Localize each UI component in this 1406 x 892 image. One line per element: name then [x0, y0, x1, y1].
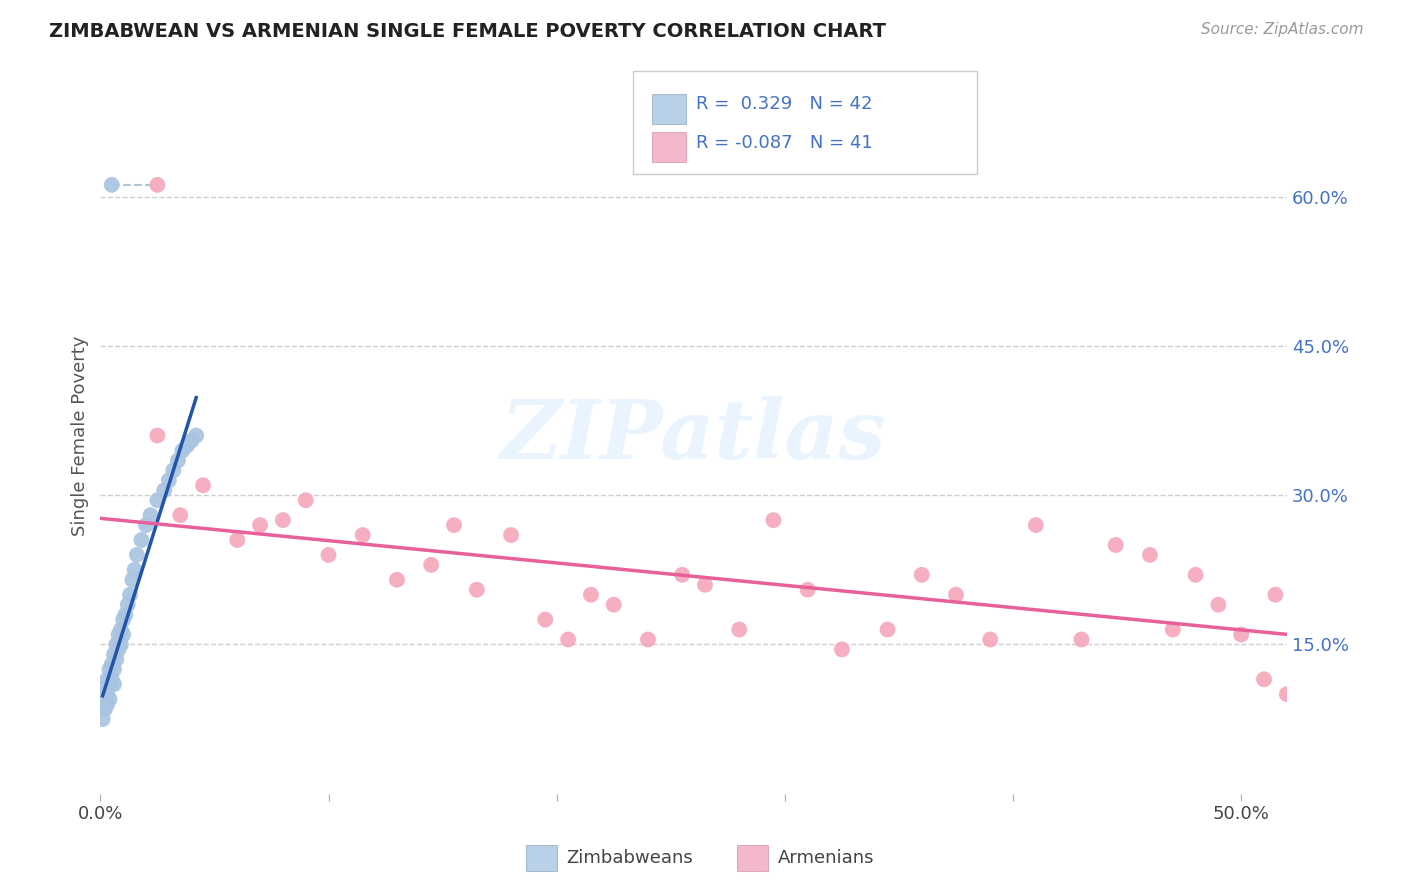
Point	[169, 508, 191, 523]
Text: Zimbabweans: Zimbabweans	[567, 849, 693, 867]
Text: R =  0.329   N = 42: R = 0.329 N = 42	[696, 95, 873, 113]
Point	[249, 518, 271, 533]
Point	[534, 613, 557, 627]
Point	[98, 662, 121, 676]
Point	[831, 642, 853, 657]
Point	[153, 483, 176, 498]
Point	[110, 637, 132, 651]
Point	[107, 627, 129, 641]
Point	[124, 563, 146, 577]
Point	[112, 613, 135, 627]
Point	[443, 518, 465, 533]
Point	[135, 518, 157, 533]
Point	[1275, 687, 1298, 701]
Point	[96, 697, 118, 711]
Point	[579, 588, 602, 602]
Point	[728, 623, 751, 637]
Point	[1070, 632, 1092, 647]
Point	[172, 443, 194, 458]
Point	[105, 652, 128, 666]
Point	[271, 513, 294, 527]
Point	[465, 582, 488, 597]
Point	[146, 178, 169, 192]
Point	[117, 598, 139, 612]
Point	[499, 528, 522, 542]
Point	[167, 453, 190, 467]
Point	[979, 632, 1001, 647]
Point	[96, 673, 118, 687]
Point	[557, 632, 579, 647]
Point	[318, 548, 340, 562]
Point	[226, 533, 249, 547]
Text: Armenians: Armenians	[778, 849, 875, 867]
Y-axis label: Single Female Poverty: Single Female Poverty	[72, 335, 89, 536]
Point	[103, 648, 125, 662]
Point	[162, 463, 184, 477]
Point	[118, 588, 141, 602]
Point	[100, 657, 122, 672]
Point	[1230, 627, 1253, 641]
Point	[103, 662, 125, 676]
Point	[146, 428, 169, 442]
Point	[1139, 548, 1161, 562]
Point	[1025, 518, 1047, 533]
Point	[294, 493, 316, 508]
Point	[131, 533, 153, 547]
Point	[105, 637, 128, 651]
Point	[107, 642, 129, 657]
Point	[1161, 623, 1184, 637]
Point	[125, 548, 148, 562]
Point	[420, 558, 443, 572]
Point	[180, 434, 202, 448]
Point	[603, 598, 626, 612]
Point	[1253, 673, 1275, 687]
Point	[385, 573, 408, 587]
Point	[110, 623, 132, 637]
Point	[796, 582, 818, 597]
Point	[876, 623, 898, 637]
Point	[121, 573, 143, 587]
Point	[945, 588, 967, 602]
Text: R = -0.087   N = 41: R = -0.087 N = 41	[696, 134, 873, 152]
Point	[176, 438, 198, 452]
Point	[100, 673, 122, 687]
Text: Source: ZipAtlas.com: Source: ZipAtlas.com	[1201, 22, 1364, 37]
Point	[114, 607, 136, 622]
Point	[191, 478, 214, 492]
Text: ZIPatlas: ZIPatlas	[501, 395, 886, 475]
Point	[1208, 598, 1230, 612]
Point	[186, 428, 208, 442]
Point	[762, 513, 785, 527]
Point	[91, 692, 114, 706]
Point	[103, 677, 125, 691]
Point	[637, 632, 659, 647]
Point	[352, 528, 374, 542]
Point	[671, 567, 693, 582]
Point	[100, 178, 122, 192]
Text: ZIMBABWEAN VS ARMENIAN SINGLE FEMALE POVERTY CORRELATION CHART: ZIMBABWEAN VS ARMENIAN SINGLE FEMALE POV…	[49, 22, 886, 41]
Point	[911, 567, 934, 582]
Point	[1184, 567, 1206, 582]
Point	[96, 687, 118, 701]
Point	[693, 578, 716, 592]
Point	[1105, 538, 1128, 552]
Point	[98, 692, 121, 706]
Point	[157, 473, 180, 487]
Point	[1264, 588, 1286, 602]
Point	[91, 712, 114, 726]
Point	[146, 493, 169, 508]
Point	[94, 682, 117, 697]
Point	[139, 508, 162, 523]
Point	[98, 677, 121, 691]
Point	[94, 702, 117, 716]
Point	[112, 627, 135, 641]
